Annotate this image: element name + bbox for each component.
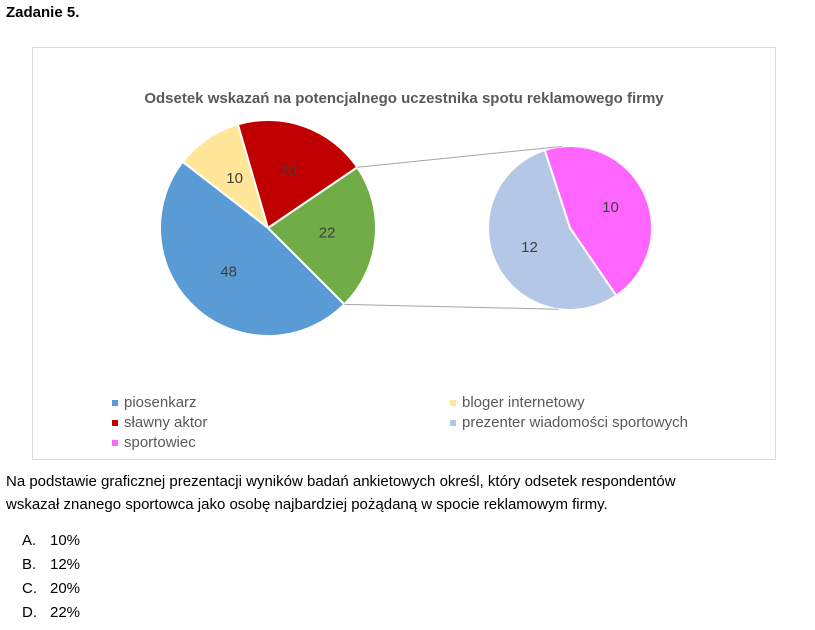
question-line-2: wskazał znanego sportowca jako osobę naj… xyxy=(6,493,805,516)
question-text: Na podstawie graficznej prezentacji wyni… xyxy=(6,470,805,516)
legend-item-prezenter-wiadomości-sportowych: prezenter wiadomości sportowych xyxy=(450,414,688,431)
legend-label: sławny aktor xyxy=(124,414,207,431)
answer-letter: B. xyxy=(22,553,50,577)
answer-letter: D. xyxy=(22,601,50,625)
legend-swatch xyxy=(112,440,118,446)
answer-option[interactable]: A. 10% xyxy=(22,529,80,553)
answer-option[interactable]: D. 22% xyxy=(22,601,80,625)
answer-letter: A. xyxy=(22,529,50,553)
legend-item-piosenkarz: piosenkarz xyxy=(112,394,197,411)
legend-swatch xyxy=(450,420,456,426)
answer-value: 10% xyxy=(50,532,80,549)
legend-swatch xyxy=(112,420,118,426)
legend-label: prezenter wiadomości sportowych xyxy=(462,414,688,431)
answer-value: 22% xyxy=(50,604,80,621)
chart-legend: piosenkarz bloger internetowy sławny aktor… xyxy=(33,48,775,459)
legend-item-bloger-internetowy: bloger internetowy xyxy=(450,394,585,411)
legend-item-sportowiec: sportowiec xyxy=(112,434,196,451)
chart-area: Odsetek wskazań na potencjalnego uczestn… xyxy=(32,47,776,460)
answer-letter: C. xyxy=(22,577,50,601)
answer-option[interactable]: C. 20% xyxy=(22,577,80,601)
legend-label: piosenkarz xyxy=(124,394,197,411)
legend-label: sportowiec xyxy=(124,434,196,451)
question-line-1: Na podstawie graficznej prezentacji wyni… xyxy=(6,470,805,493)
legend-swatch xyxy=(450,400,456,406)
answer-value: 12% xyxy=(50,556,80,573)
legend-label: bloger internetowy xyxy=(462,394,585,411)
legend-swatch xyxy=(112,400,118,406)
answer-value: 20% xyxy=(50,580,80,597)
task-heading: Zadanie 5. xyxy=(6,4,79,21)
answer-list: A. 10% B. 12% C. 20% D. 22% xyxy=(22,529,80,625)
answer-option[interactable]: B. 12% xyxy=(22,553,80,577)
legend-item-sławny-aktor: sławny aktor xyxy=(112,414,207,431)
